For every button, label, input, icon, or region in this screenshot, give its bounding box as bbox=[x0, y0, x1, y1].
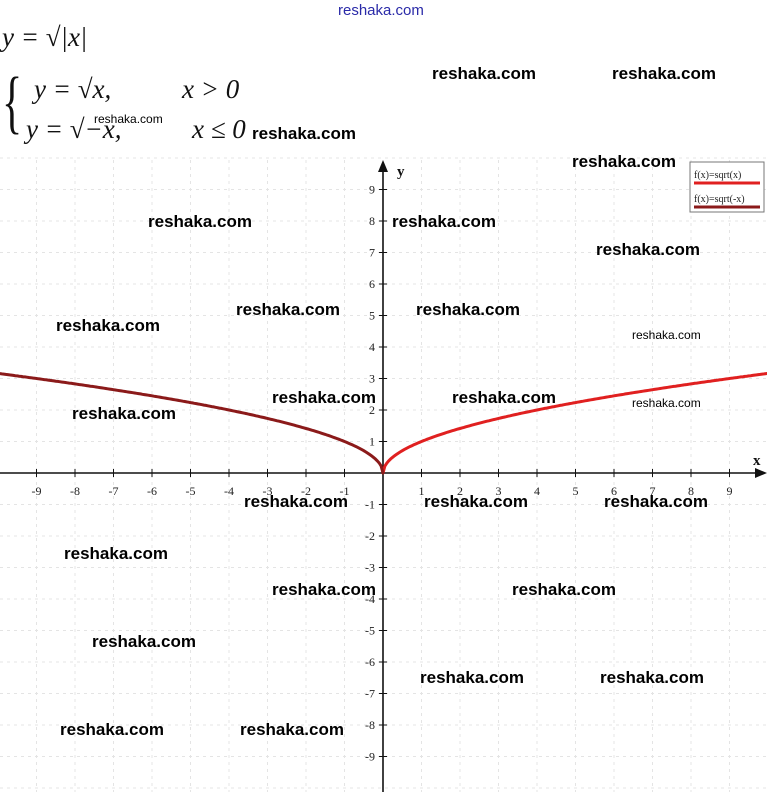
x-tick-label: 1 bbox=[419, 484, 425, 498]
y-tick-label: -1 bbox=[365, 498, 375, 512]
x-tick-label: 4 bbox=[534, 484, 540, 498]
y-tick-label: 9 bbox=[369, 183, 375, 197]
y-tick-label: -4 bbox=[365, 592, 375, 606]
legend-entry-label: f(x)=sqrt(-x) bbox=[694, 194, 745, 205]
x-tick-label: -7 bbox=[109, 484, 119, 498]
y-tick-label: 6 bbox=[369, 277, 375, 291]
x-axis-label: x bbox=[753, 453, 761, 469]
watermark-text: reshaka.com bbox=[416, 300, 520, 319]
x-axis-arrow bbox=[755, 468, 767, 478]
y-axis-label: y bbox=[397, 164, 405, 180]
y-tick-label: -7 bbox=[365, 687, 375, 701]
watermark-text: reshaka.com bbox=[148, 212, 252, 231]
watermark-text: reshaka.com bbox=[56, 316, 160, 335]
y-tick-label: 2 bbox=[369, 403, 375, 417]
x-tick-label: -9 bbox=[32, 484, 42, 498]
watermark-text: reshaka.com bbox=[600, 668, 704, 687]
tick-labels: -9 -8 -7 -6 -5 -4 -3 -2 -1 1 2 3 4 5 6 7 8 9 -9 -8 -7 -6 -5 -4 -… bbox=[32, 183, 733, 764]
watermark-text: reshaka.com bbox=[632, 328, 701, 342]
watermark-text: reshaka.com bbox=[236, 300, 340, 319]
x-tick-label: 2 bbox=[457, 484, 463, 498]
piecewise-brace: { bbox=[2, 64, 23, 141]
watermark-text: reshaka.com bbox=[272, 388, 376, 407]
watermark-text: reshaka.com bbox=[94, 112, 163, 126]
x-tick-label: 7 bbox=[650, 484, 656, 498]
y-tick-label: -5 bbox=[365, 624, 375, 638]
x-tick-label: 8 bbox=[688, 484, 694, 498]
watermark-text: reshaka.com bbox=[512, 580, 616, 599]
y-tick-label: -8 bbox=[365, 718, 375, 732]
x-tick-label: -1 bbox=[340, 484, 350, 498]
y-tick-label: 4 bbox=[369, 340, 375, 354]
x-tick-label: -8 bbox=[70, 484, 80, 498]
watermark-text: reshaka.com bbox=[604, 492, 708, 511]
watermark-text: reshaka.com bbox=[240, 720, 344, 739]
watermark-text: reshaka.com bbox=[60, 720, 164, 739]
series-line-sqrt-neg-x bbox=[0, 372, 385, 475]
x-tick-label: 5 bbox=[573, 484, 579, 498]
formula-case-1-condition: x > 0 bbox=[182, 74, 240, 104]
legend: f(x)=sqrt(x) f(x)=sqrt(-x) bbox=[689, 161, 765, 213]
watermark-text: reshaka.com bbox=[432, 64, 536, 83]
site-link[interactable]: reshaka.com bbox=[338, 2, 424, 19]
watermark-text: reshaka.com bbox=[72, 404, 176, 423]
y-tick-label: -3 bbox=[365, 561, 375, 575]
x-tick-label: -3 bbox=[263, 484, 273, 498]
formula-case-1: y = √x, bbox=[34, 74, 112, 104]
watermark-text: reshaka.com bbox=[572, 152, 676, 171]
legend-box bbox=[689, 161, 765, 213]
y-tick-label: 5 bbox=[369, 309, 375, 323]
x-tick-label: -6 bbox=[147, 484, 157, 498]
watermark-text: reshaka.com bbox=[252, 124, 356, 143]
x-tick-label: 9 bbox=[727, 484, 733, 498]
formula-case-2-condition: x ≤ 0 bbox=[192, 114, 246, 144]
x-tick-label: -4 bbox=[224, 484, 234, 498]
x-tick-label: -2 bbox=[301, 484, 311, 498]
formula-case-2: y = √−x, bbox=[26, 114, 122, 144]
watermark-text: reshaka.com bbox=[272, 580, 376, 599]
y-tick-label: 7 bbox=[369, 246, 375, 260]
y-tick-label: 3 bbox=[369, 372, 375, 386]
watermark-text: reshaka.com bbox=[420, 668, 524, 687]
watermark-text: reshaka.com bbox=[632, 396, 701, 410]
x-tick-label: -5 bbox=[186, 484, 196, 498]
watermark-text: reshaka.com bbox=[424, 492, 528, 511]
watermark-text: reshaka.com bbox=[244, 492, 348, 511]
watermark-text: reshaka.com bbox=[92, 632, 196, 651]
watermark-text: reshaka.com bbox=[612, 64, 716, 83]
formula-main: y = √|x| bbox=[2, 22, 88, 52]
y-tick-label: -6 bbox=[365, 655, 375, 669]
watermark-text: reshaka.com bbox=[64, 544, 168, 563]
x-tick-label: 6 bbox=[611, 484, 617, 498]
y-tick-label: 8 bbox=[369, 214, 375, 228]
y-axis-arrow bbox=[378, 160, 388, 172]
watermark-text: reshaka.com bbox=[392, 212, 496, 231]
watermark-text: reshaka.com bbox=[596, 240, 700, 259]
y-tick-label: -2 bbox=[365, 529, 375, 543]
y-tick-label: -9 bbox=[365, 750, 375, 764]
legend-entry-label: f(x)=sqrt(x) bbox=[694, 170, 741, 181]
y-tick-label: 1 bbox=[369, 435, 375, 449]
x-tick-label: 3 bbox=[496, 484, 502, 498]
curves bbox=[0, 371, 767, 475]
watermark-text: reshaka.com bbox=[452, 388, 556, 407]
series-line-sqrt-x bbox=[381, 371, 767, 475]
